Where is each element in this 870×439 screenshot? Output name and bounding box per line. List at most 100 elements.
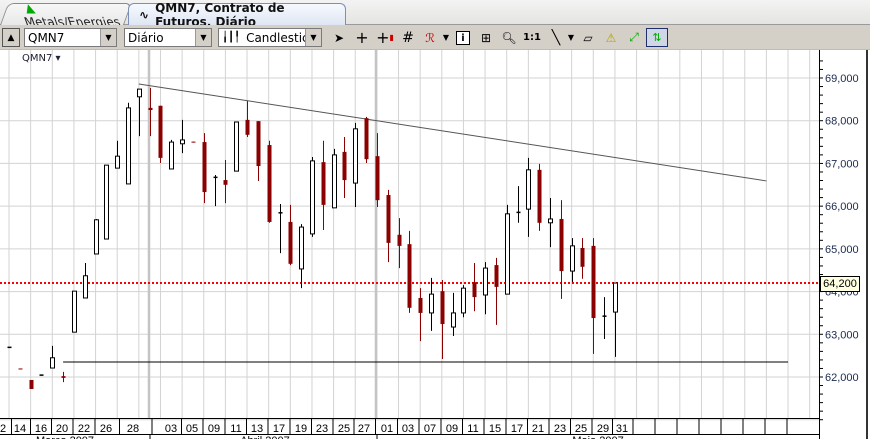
chart-type-combo[interactable]: ╽┃╿ Candlestick ▼: [218, 28, 322, 47]
eraser-icon[interactable]: ▱: [583, 30, 593, 45]
candle: [580, 238, 585, 279]
indicator-icon[interactable]: ℛ: [425, 30, 435, 45]
x-tick-label: 31: [616, 423, 628, 435]
y-tick-label: 68,000: [825, 116, 859, 128]
candle: [191, 141, 196, 143]
candle-body: [234, 121, 239, 172]
chart-symbol-menu[interactable]: QMN7 ▾: [22, 53, 61, 64]
info-icon[interactable]: i: [456, 31, 470, 45]
candle: [299, 224, 304, 289]
zoom-icon[interactable]: 🔍︎: [501, 30, 517, 45]
chevron-down-icon[interactable]: ▼: [305, 29, 321, 46]
candle-body: [397, 234, 402, 246]
collapse-button[interactable]: ▲: [2, 28, 20, 47]
y-tick-label: 65,000: [825, 244, 859, 256]
candle-body: [299, 226, 304, 270]
up-down-arrows-icon: ▲: [22, 0, 37, 15]
ratio-1-1-button[interactable]: 1:1: [523, 32, 541, 43]
chevron-down-icon[interactable]: ▼: [100, 29, 116, 46]
candle: [245, 101, 250, 137]
crosshair-icon[interactable]: +: [355, 28, 369, 47]
x-tick-label: 25: [338, 423, 350, 435]
candle-body: [332, 154, 337, 209]
line-icon[interactable]: ╲: [551, 29, 561, 46]
candle-body: [440, 291, 445, 325]
candle-body: [137, 88, 142, 98]
candle-body: [407, 244, 412, 308]
candle: [158, 105, 163, 164]
candle-body: [18, 368, 23, 370]
candle: [386, 189, 391, 263]
x-tick-label: 16: [35, 423, 47, 435]
indicator-dropdown-icon[interactable]: ▼: [442, 33, 450, 42]
candle: [223, 160, 228, 204]
candle: [18, 368, 23, 370]
candle-doji: [213, 176, 218, 179]
tab-metals-energies[interactable]: ▲Metals/Energies: [0, 0, 133, 29]
measure-icon[interactable]: ⤢: [629, 30, 639, 44]
x-tick-label: 09: [208, 423, 220, 435]
x-tick-label: 23: [554, 423, 566, 435]
candle-body: [570, 245, 575, 272]
candle-body: [310, 160, 315, 235]
candle-body: [418, 297, 423, 313]
candle: [104, 164, 109, 240]
grid-icon[interactable]: #: [402, 29, 414, 46]
chevron-down-icon[interactable]: ▼: [195, 29, 211, 46]
x-tick-label: 03: [165, 423, 177, 435]
candle: [137, 88, 142, 137]
candle-body: [267, 145, 272, 222]
candlestick-chart[interactable]: 69,00068,00067,00066,00065,00064,00063,0…: [0, 50, 870, 439]
candle-body: [29, 379, 34, 389]
candle-body: [342, 151, 347, 181]
candle-doji: [7, 346, 12, 349]
candle-body: [169, 141, 174, 170]
candle-body: [353, 128, 358, 184]
x-tick-label: 25: [575, 423, 587, 435]
candle-doji: [278, 212, 283, 214]
auto-scale-icon[interactable]: ⇅: [646, 28, 668, 47]
tab-qmn7-chart[interactable]: ∿ QMN7, Contrato de Futuros, Diário: [128, 1, 346, 29]
candle: [94, 218, 99, 255]
candle-body: [245, 119, 250, 135]
candle: [375, 133, 380, 207]
pointer-icon[interactable]: ➤: [333, 30, 345, 45]
candlestick-icon: ╽┃╿: [222, 32, 241, 43]
candle: [429, 277, 434, 331]
x-tick-label: 27: [358, 423, 370, 435]
candle: [278, 204, 283, 254]
crosshair-marker-icon[interactable]: + ▮: [376, 28, 394, 47]
candle-body: [256, 121, 261, 166]
candle-body: [613, 282, 618, 313]
symbol-value: QMN7: [28, 30, 65, 45]
candle: [570, 238, 575, 283]
month-label: Maio 2007: [572, 435, 623, 439]
x-tick-label: 28: [127, 423, 139, 435]
candle-body: [202, 142, 207, 193]
candle: [472, 262, 477, 312]
candle-body: [104, 164, 109, 240]
candle: [559, 200, 564, 299]
candle: [256, 121, 261, 181]
candle: [213, 174, 218, 207]
candle: [50, 345, 55, 369]
candle: [29, 379, 34, 389]
candle-doji: [39, 374, 44, 376]
period-combo[interactable]: Diário ▼: [124, 28, 212, 47]
add-label-icon[interactable]: ⊞: [480, 30, 492, 45]
candle-body: [288, 221, 293, 264]
line-dropdown-icon[interactable]: ▼: [567, 33, 575, 42]
x-tick-label: 2: [0, 423, 6, 435]
alert-icon[interactable]: ⚠: [605, 30, 617, 45]
candle: [516, 186, 521, 223]
x-tick-label: 11: [230, 423, 241, 435]
x-tick-label: 20: [56, 423, 68, 435]
toolbar: ▲ QMN7 ▼ Diário ▼ ╽┃╿ Candlestick ▼ ➤ + + ▮ #…: [0, 25, 870, 50]
candle: [310, 157, 315, 237]
symbol-combo[interactable]: QMN7 ▼: [24, 28, 117, 47]
candle: [61, 371, 66, 383]
candle: [407, 230, 412, 313]
candle: [397, 218, 402, 269]
candle-body: [386, 195, 391, 243]
x-tick-label: 11: [467, 423, 478, 435]
